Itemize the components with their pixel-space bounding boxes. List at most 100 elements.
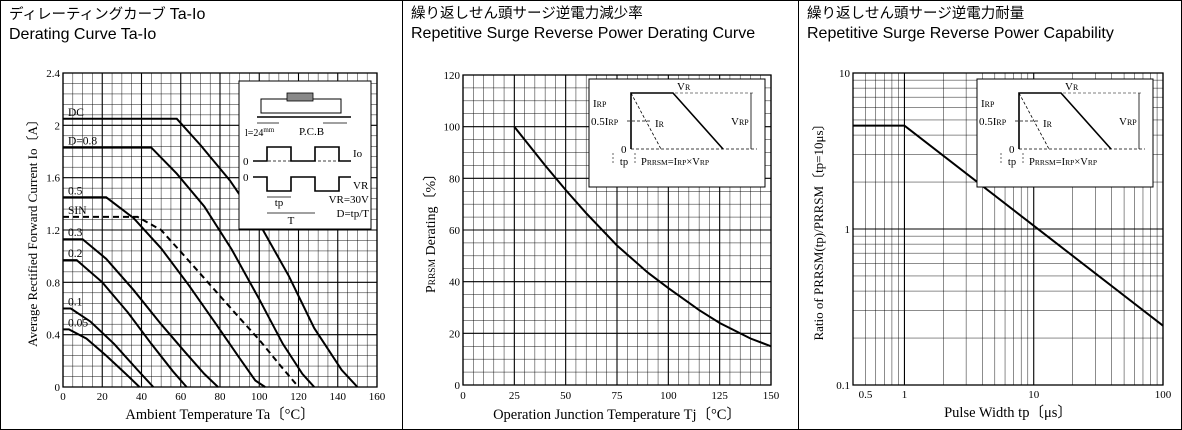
y-tick-label: 40 (449, 277, 461, 289)
tp-label: tp (620, 157, 628, 168)
panel-derating-curve: ディレーティングカーブ Ta-Io Derating Curve Ta-Io 0… (1, 1, 403, 429)
pcb-label: P.C.B (299, 126, 324, 138)
derating-chart: 0 20 40 60 80 100 120 140 160 0 0.4 0.8 1.2 1.6 2 2.4 Am… (25, 68, 386, 423)
series-line (63, 238, 219, 388)
inset-box (976, 78, 1154, 188)
vr-waveform (1018, 92, 1112, 150)
series-line (63, 328, 141, 388)
title-jp-suffix: Ta-Io (169, 6, 206, 23)
half-irp-label: 0.5IRP (591, 116, 619, 128)
y-tick-label: 0.4 (46, 330, 60, 342)
inset-box (588, 78, 766, 188)
y-tick-label: 80 (449, 173, 461, 185)
x-tick-label: 40 (136, 391, 148, 403)
series-label: D=0.8 (68, 136, 97, 148)
x-tick-label: 75 (612, 390, 624, 402)
zero-label: 0 (243, 156, 249, 168)
x-tick-label: 60 (175, 391, 187, 403)
y-tick-label: 0.1 (836, 380, 850, 392)
x-tick-label: 100 (1155, 389, 1172, 401)
series-label: 0.05 (68, 317, 88, 329)
ir-waveform (630, 92, 662, 150)
x-tick-label: 0 (60, 391, 66, 403)
panel-power-capability: 繰り返しせん頭サージ逆電力耐量 Repetitive Surge Reverse… (799, 1, 1181, 429)
vr-label: VR (1065, 81, 1079, 93)
y-tick-label: 2 (55, 120, 61, 132)
tp-label: tp (275, 197, 284, 209)
irp-label: IRP (593, 98, 607, 110)
tp-label: tp (1008, 157, 1016, 168)
io-label: Io (353, 148, 363, 160)
x-tick-label: 150 (763, 390, 780, 402)
series-line (63, 196, 266, 388)
x-tick-label: 80 (215, 391, 227, 403)
series-label: 0.1 (68, 297, 83, 309)
formula-label: PRRSM=IRP×VRP (1029, 157, 1097, 168)
y-tick-label: 0.8 (46, 277, 60, 289)
x-tick-label: 100 (660, 390, 677, 402)
x-tick-label: 100 (251, 391, 268, 403)
vr-label: VR (677, 81, 691, 93)
series-label: 0.5 (68, 185, 83, 197)
ir-label: IR (655, 118, 665, 130)
panel-title: 繰り返しせん頭サージ逆電力減少率 Repetitive Surge Revers… (411, 5, 755, 43)
irp-label: IRP (981, 98, 995, 110)
y-axis-label: PRRSM Derating〔%〕 (423, 167, 439, 293)
vrp-label: VRP (1119, 116, 1137, 128)
package-body (286, 92, 314, 102)
y-tick-label: 0 (455, 380, 461, 392)
x-axis-label: Operation Junction Temperature Tj〔°C〕 (493, 406, 741, 423)
y-tick-label: 1.2 (46, 225, 60, 237)
series-label: 0.3 (68, 227, 83, 239)
panel-power-derating: 繰り返しせん頭サージ逆電力減少率 Repetitive Surge Revers… (403, 1, 799, 429)
x-tick-label: 50 (560, 390, 572, 402)
series-line (63, 215, 300, 388)
x-tick-label: 120 (290, 391, 307, 403)
series-line (63, 146, 315, 388)
panel-title: ディレーティングカーブ Ta-Io Derating Curve Ta-Io (9, 5, 205, 44)
ir-waveform (1018, 92, 1050, 150)
x-tick-label: 140 (330, 391, 347, 403)
x-tick-label: 20 (97, 391, 109, 403)
x-axis-label: Pulse Width tp〔μs〕 (944, 404, 1072, 421)
y-axis-label: Ratio of PRRSM(tp)/PRRSM〔tp=10μs〕 (811, 117, 826, 340)
y-tick-label: 0 (55, 382, 61, 394)
y-tick-label: 2.4 (46, 68, 60, 80)
zero-label: 0 (1009, 144, 1015, 156)
y-tick-label: 100 (444, 122, 461, 134)
plot-frame (62, 72, 378, 388)
series-label: SIN (68, 205, 87, 217)
panel-title: 繰り返しせん頭サージ逆電力耐量 Repetitive Surge Reverse… (807, 5, 1114, 43)
y-tick-label: 20 (449, 328, 461, 340)
x-axis-label: Ambient Temperature Ta〔°C〕 (125, 406, 314, 423)
y-axis-label: Average Rectified Forward Current Io〔A〕 (25, 113, 40, 347)
title-jp: 繰り返しせん頭サージ逆電力耐量 (807, 6, 1025, 22)
half-irp-label: 0.5IRP (979, 116, 1007, 128)
chart-title: Derating Curve Ta-Io (9, 26, 157, 43)
x-tick-label: 25 (509, 390, 520, 402)
vr-value: VR=30V (329, 194, 369, 206)
series-line (63, 259, 188, 388)
y-tick-label: 60 (449, 225, 461, 237)
x-tick-label: 0 (460, 390, 466, 402)
chart-title: Repetitive Surge Reverse Power Derating … (411, 25, 756, 42)
series-line (513, 126, 772, 348)
title-jp: 繰り返しせん頭サージ逆電力減少率 (411, 6, 643, 22)
zero-label: 0 (621, 144, 627, 156)
x-tick-label: 0.5 (859, 389, 873, 401)
vrp-label: VRP (731, 116, 749, 128)
ir-label: IR (1043, 118, 1053, 130)
series-line (63, 307, 155, 388)
y-tick-label: 120 (444, 70, 461, 82)
vr-waveform (253, 176, 351, 192)
power-derating-chart: 0 25 50 75 100 125 150 0 20 40 60 80 100 120 Operation… (423, 70, 780, 423)
formula-label: PRRSM=IRP×VRP (641, 157, 709, 168)
power-capability-chart: 0.5 1 10 100 0.1 1 10 Pulse Width tp〔μs〕 Ratio o… (811, 68, 1172, 421)
vr-waveform (630, 92, 724, 150)
y-tick-label: 10 (839, 68, 851, 80)
plot-frame (462, 74, 772, 386)
x-tick-label: 1 (902, 389, 908, 401)
x-tick-label: 10 (1028, 389, 1040, 401)
plot-frame (852, 72, 1164, 386)
x-tick-label: 160 (369, 391, 386, 403)
